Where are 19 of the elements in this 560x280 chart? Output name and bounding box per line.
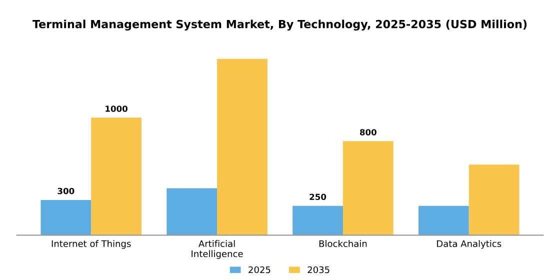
bar: [342, 141, 394, 236]
bar: [468, 164, 520, 236]
x-tick-label: Blockchain: [319, 240, 367, 248]
data-label: 250: [310, 194, 326, 200]
x-tick-label: Artificial Intelligence: [192, 240, 243, 259]
bar: [217, 58, 268, 236]
bar: [292, 206, 343, 236]
bar: [40, 200, 92, 236]
bar: [418, 206, 469, 236]
bar: [166, 188, 218, 236]
data-label: 300: [58, 188, 74, 194]
data-label: 1000: [106, 106, 128, 112]
bar: [91, 118, 142, 236]
data-label: 800: [360, 129, 376, 136]
legend-label: 2025: [248, 266, 270, 274]
chart-title: Terminal Management System Market, By Technology, 2025-2035 (USD Million): [32, 20, 527, 31]
x-tick-label: Internet of Things: [52, 240, 131, 249]
legend-label: 2035: [308, 266, 330, 274]
x-tick-label: Data Analytics: [437, 240, 502, 249]
